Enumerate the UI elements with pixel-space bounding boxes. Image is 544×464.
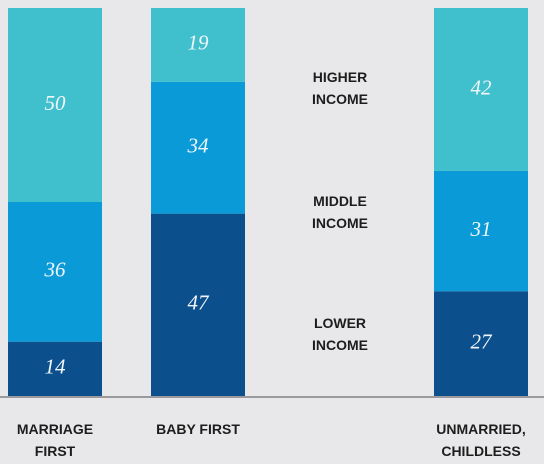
category-label: MARRIAGE FIRST — [16, 421, 94, 459]
value-label: 47 — [188, 291, 211, 315]
bar-segment — [8, 202, 102, 342]
value-label: 36 — [44, 258, 67, 282]
category-label: UNMARRIED, CHILDLESS — [436, 421, 526, 459]
bar-segment — [151, 8, 245, 82]
bar-segment — [434, 291, 528, 396]
value-label: 34 — [187, 133, 210, 157]
bar-segment — [151, 213, 245, 396]
bar-segment — [8, 341, 102, 396]
bar-segment — [434, 170, 528, 292]
category-label: BABY FIRST — [156, 421, 240, 437]
bar-segment — [8, 8, 102, 202]
value-label: 31 — [470, 217, 492, 241]
bar-segment — [434, 8, 528, 171]
value-label: 27 — [471, 329, 494, 353]
value-label: 42 — [471, 75, 493, 99]
value-label: 14 — [45, 355, 67, 379]
value-label: 50 — [45, 91, 67, 115]
value-label: 19 — [188, 31, 210, 55]
legend-label: MIDDLE INCOME — [312, 193, 368, 231]
legend-label: LOWER INCOME — [312, 315, 368, 353]
bar-segment — [151, 81, 245, 214]
legend-label: HIGHER INCOME — [312, 69, 368, 107]
